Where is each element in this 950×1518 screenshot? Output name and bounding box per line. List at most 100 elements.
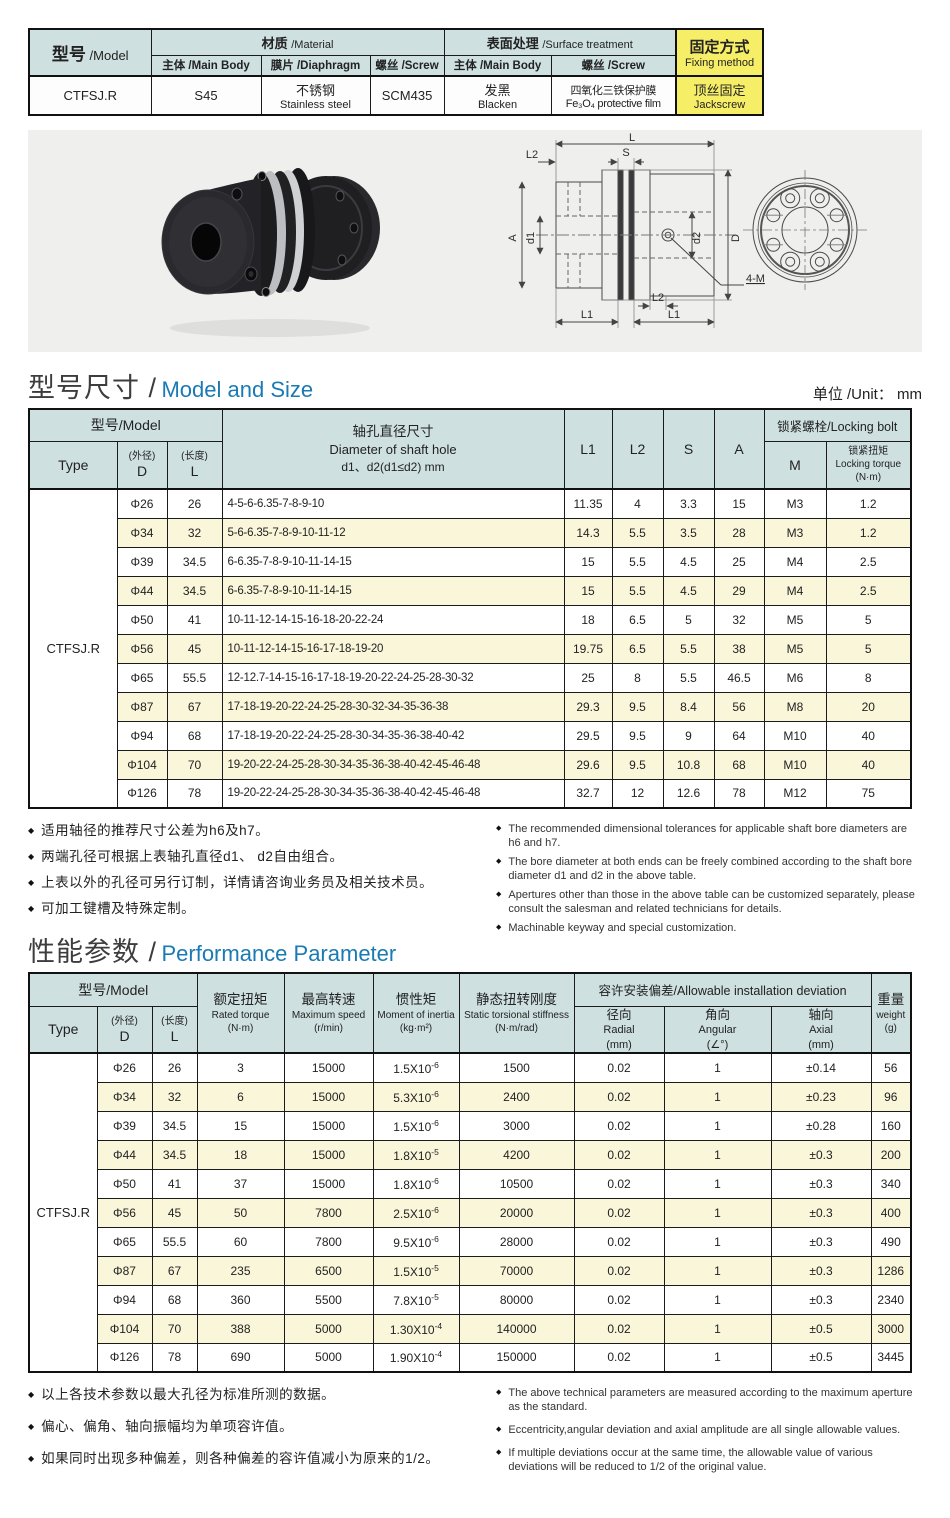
cell-d: Φ104 — [96, 1313, 153, 1344]
dim-label-l2-top: L2 — [526, 149, 538, 161]
cell-torque: 18 — [196, 1139, 285, 1170]
size-header-l-en: L — [190, 463, 199, 480]
cell-radial: 0.02 — [573, 1052, 665, 1083]
cell-holes: 19-20-22-24-25-28-30-34-35-36-38-40-42-4… — [221, 749, 565, 780]
size-header-l: (长度) L — [166, 440, 223, 490]
cell-axial: ±0.3 — [770, 1168, 872, 1199]
spec-model-value: CTFSJ.R — [28, 75, 152, 116]
size-header-l2: L2 — [611, 408, 664, 490]
cell-stiffness: 20000 — [458, 1197, 575, 1228]
bullet-icon: ◆ — [28, 1454, 35, 1463]
cell-d: Φ126 — [96, 1342, 153, 1373]
cell-ib: 1.90X10-4 — [372, 1342, 460, 1373]
table-row: Φ44 34.5 18 15000 1.8X10-5 4200 0.02 1 ±0.3 200 — [29, 1139, 912, 1170]
table-row: Φ87 67 17-18-19-20-22-24-25-28-30-32-34-35… — [29, 691, 912, 722]
cell-torque: 37 — [196, 1168, 285, 1199]
cell-s: 10.8 — [662, 749, 715, 780]
size-notes: ◆ 适用轴径的推荐尺寸公差为h6及h7。 ◆ 两端孔径可根据上表轴孔直径d1、 d2自… — [28, 822, 922, 940]
note-item: ◆ If multiple deviations occur at the sam… — [496, 1446, 922, 1474]
cell-angular: 1 — [663, 1226, 772, 1257]
bullet-icon: ◆ — [28, 826, 35, 835]
cell-axial: ±0.3 — [770, 1197, 872, 1228]
cell-d: Φ56 — [116, 633, 168, 664]
cell-l2: 9.5 — [611, 749, 664, 780]
cell-d: Φ44 — [96, 1139, 153, 1170]
perf-header-inertia-unit: (kg·m²) — [399, 1023, 433, 1035]
cell-l2: 5.5 — [611, 575, 664, 606]
bullet-icon: ◆ — [496, 924, 502, 931]
perf-header-rated-torque: 额定扭矩 Rated torque (N·m) — [196, 972, 285, 1054]
perf-header-axial: 轴向 Axial (mm) — [770, 1005, 872, 1054]
table-row: Φ65 55.5 12-12.7-14-15-16-17-18-19-20-22-2… — [29, 662, 912, 693]
cell-ib: 1.5X10-6 — [372, 1052, 460, 1083]
cell-m: M8 — [763, 691, 827, 722]
cell-l: 34.5 — [151, 1139, 198, 1170]
cell-l: 34.5 — [151, 1110, 198, 1141]
perf-header-weight-unit: (g) — [884, 1023, 897, 1035]
size-table: 型号/Model 轴孔直径尺寸 Diameter of shaft hole d… — [28, 408, 913, 809]
cell-stiffness: 70000 — [458, 1255, 575, 1286]
cell-axial: ±0.14 — [770, 1052, 872, 1083]
note-item: ◆ 适用轴径的推荐尺寸公差为h6及h7。 — [28, 822, 496, 839]
spec-material-header-cn: 材质 — [261, 35, 288, 51]
note-item: ◆ 两端孔径可根据上表轴孔直径d1、 d2自由组合。 — [28, 848, 496, 865]
cell-d: Φ65 — [116, 662, 168, 693]
cell-d: Φ56 — [96, 1197, 153, 1228]
spec-material-header: 材质 /Material — [150, 28, 445, 56]
cell-d: Φ126 — [116, 778, 168, 809]
cell-d: Φ39 — [116, 546, 168, 577]
cell-d: Φ65 — [96, 1226, 153, 1257]
perf-header-weight-cn: 重量 — [877, 991, 905, 1007]
cell-weight: 96 — [870, 1081, 912, 1112]
cell-l: 41 — [151, 1168, 198, 1199]
cell-speed: 7800 — [283, 1226, 374, 1257]
cell-d: Φ87 — [116, 691, 168, 722]
cell-tq: 2.5 — [825, 546, 912, 577]
perf-header-weight-en: weight — [876, 1010, 906, 1022]
cell-d: Φ104 — [116, 749, 168, 780]
spec-fixing-header-cn: 固定方式 — [689, 39, 750, 56]
perf-header-angular-cn: 角向 — [705, 1007, 731, 1022]
size-header-l1: L1 — [563, 408, 613, 490]
perf-header-speed-unit: (r/min) — [314, 1023, 343, 1035]
cell-holes: 17-18-19-20-22-24-25-28-30-34-35-36-38-4… — [221, 720, 565, 751]
cell-weight: 160 — [870, 1110, 912, 1141]
cell-stiffness: 3000 — [458, 1110, 575, 1141]
perf-notes-en: ◆ The above technical parameters are meas… — [496, 1386, 922, 1483]
table-row: Φ87 67 235 6500 1.5X10-5 70000 0.02 1 ±0.3 1286 — [29, 1255, 912, 1286]
bullet-icon: ◆ — [496, 1426, 502, 1433]
note-text: 上表以外的孔径可另行订制，详情请咨询业务员及相关技术员。 — [41, 875, 434, 890]
cell-l1: 19.75 — [563, 633, 613, 664]
perf-header-speed-en: Maximum speed — [291, 1010, 366, 1022]
size-title-cn: 型号尺寸 / — [28, 373, 158, 403]
size-header-s: S — [662, 408, 715, 490]
size-header-locking-bolt: 锁紧螺栓/Locking bolt — [763, 408, 912, 442]
perf-header-weight: 重量 weight (g) — [870, 972, 912, 1054]
note-item: ◆ 如果同时出现多种偏差，则各种偏差的容许值减小为原来的1/2。 — [28, 1450, 496, 1467]
cell-type: CTFSJ.R — [28, 488, 118, 809]
bullet-icon: ◆ — [496, 1449, 502, 1456]
product-photo — [161, 168, 380, 337]
dim-label-s: S — [622, 147, 629, 159]
cell-angular: 1 — [663, 1197, 772, 1228]
cell-stiffness: 80000 — [458, 1284, 575, 1315]
table-row: Φ94 68 360 5500 7.8X10-5 80000 0.02 1 ±0.3 2340 — [29, 1284, 912, 1315]
perf-title-cn: 性能参数 / — [28, 937, 158, 967]
note-text: The recommended dimensional tolerances f… — [508, 823, 908, 849]
cell-a: 38 — [713, 633, 765, 664]
cell-l: 67 — [151, 1255, 198, 1286]
table-row: Φ126 78 690 5000 1.90X10-4 150000 0.02 1 ±0.5 344… — [29, 1342, 912, 1373]
cell-m: M4 — [763, 575, 827, 606]
cell-radial: 0.02 — [573, 1313, 665, 1344]
table-row: Φ56 45 10-11-12-14-15-16-17-18-19-20 19.75 6… — [29, 633, 912, 664]
cell-l: 34.5 — [166, 546, 223, 577]
bullet-icon: ◆ — [496, 825, 502, 832]
cell-radial: 0.02 — [573, 1110, 665, 1141]
cell-radial: 0.02 — [573, 1197, 665, 1228]
cell-ib: 1.8X10-6 — [372, 1168, 460, 1199]
cell-speed: 7800 — [283, 1197, 374, 1228]
perf-header-radial: 径向 Radial (mm) — [573, 1005, 665, 1054]
product-image-panel: L L2 S A d1 d2 D L1 L1 L2 4-M — [28, 130, 922, 352]
cell-torque: 60 — [196, 1226, 285, 1257]
